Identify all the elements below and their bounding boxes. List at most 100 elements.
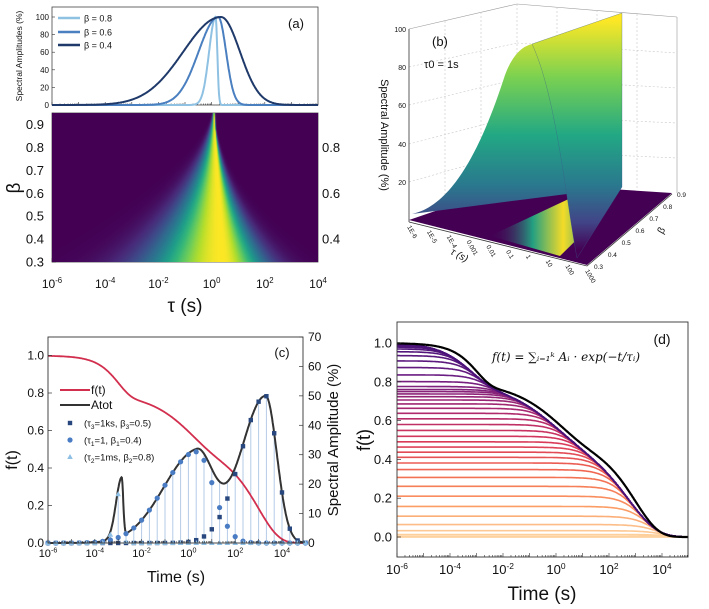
partial-sum-curve [396, 343, 689, 538]
tick-exponent: 2 [239, 547, 243, 555]
panel-c-ylabel: f(t) [4, 450, 21, 470]
square-marker [279, 490, 285, 495]
y-tick-label: 0.2 [27, 499, 44, 513]
square-marker [264, 394, 269, 399]
tick-exponent: 0 [193, 547, 197, 555]
panel-c-label: (c) [274, 345, 289, 360]
tau-tick-label: 1 [524, 254, 532, 261]
triangle-marker [154, 540, 160, 545]
tick-base: 10 [148, 277, 162, 291]
x-tick-label: 10-4 [95, 276, 116, 291]
tick-base: 10 [95, 277, 109, 291]
tick-base: 10 [652, 562, 666, 577]
tick-base: 10 [256, 277, 270, 291]
y-tick-label: 60 [40, 48, 49, 57]
label-subscript: 3 [91, 424, 95, 431]
circle-marker [170, 469, 176, 476]
square-marker [256, 399, 261, 404]
label-text: =1, β [95, 436, 117, 447]
triangle-marker [131, 540, 137, 545]
y-tick-label: 0.8 [374, 374, 392, 389]
tick-base: 10 [309, 277, 323, 291]
tau-tick-label: 10 [544, 259, 554, 269]
tick-base: 10 [599, 562, 613, 577]
circle-marker [224, 523, 230, 529]
right-beta-label: 0.4 [322, 232, 340, 247]
beta-tick-label: 0.3 [594, 264, 603, 271]
tick-exponent: -4 [108, 276, 116, 285]
tick-base: 10 [42, 277, 56, 291]
legend-label: β = 0.4 [84, 41, 112, 51]
tick-exponent: -4 [98, 547, 104, 555]
label-text: =1ks, β [95, 419, 127, 430]
circle-marker [201, 457, 207, 463]
partial-sum-curve [397, 343, 689, 538]
tau-tick-label: 1E-6 [405, 225, 418, 241]
y-tick-label: 0.2 [374, 491, 392, 506]
square-marker [225, 496, 230, 501]
panel-a-top-ylabel: Spectral Amplitudes (%) [14, 10, 24, 101]
z-tick-label: 20 [398, 180, 406, 187]
triangle-marker [287, 540, 293, 545]
square-marker [217, 514, 222, 520]
triangle-marker [115, 491, 121, 497]
panel-b-3d-surface: (b) τ0 = 1s Spectral Amplitude (%) τ (s)… [378, 3, 686, 285]
legend-label-atot: Atot [91, 398, 113, 412]
label-text: =1ms, β [95, 453, 130, 464]
tick-exponent: 4 [323, 276, 328, 285]
partial-sum-curve [397, 505, 689, 538]
x-tick-label: 10-4 [439, 561, 461, 577]
triangle-marker [146, 540, 153, 545]
label-text: =0.5) [129, 419, 151, 430]
circle-marker [217, 504, 223, 511]
x-tick-label: 104 [274, 547, 290, 560]
circle-marker [154, 495, 160, 501]
y-tick-label: 40 [40, 66, 49, 75]
partial-sum-curve [397, 462, 689, 538]
legend-label: β = 0.6 [84, 28, 112, 38]
panel-d-equation: f(t) = ∑ᵢ₌₁ᵏ Aᵢ · exp(−t/τᵢ) [491, 350, 640, 364]
triangle-marker [263, 540, 270, 545]
tick-exponent: 0 [216, 276, 221, 285]
y-tick-label: 0.6 [27, 424, 44, 438]
tick-exponent: -6 [55, 276, 62, 285]
panel-b-surface-falling-face [531, 12, 623, 259]
triangle-marker [53, 540, 59, 545]
heatmap-ylabel: β [4, 182, 25, 193]
square-marker [233, 471, 238, 477]
y2-tick-label: 70 [308, 330, 322, 344]
legend-marker-triangle [67, 454, 73, 459]
y-tick-label: 0.4 [27, 461, 44, 475]
partial-sum-curve [397, 535, 689, 538]
y2-tick-label: 20 [308, 477, 322, 491]
beta-tick-label: 0.6 [636, 228, 645, 235]
panel-a-xlabel: τ (s) [168, 296, 203, 317]
beta-tick-label: 0.4 [608, 252, 617, 259]
tick-base: 10 [546, 562, 560, 577]
right-beta-label: 0.6 [322, 186, 340, 201]
square-marker [287, 526, 292, 531]
x-tick-label: 100 [546, 561, 565, 577]
tick-exponent: -6 [51, 547, 57, 555]
tick-exponent: 0 [561, 561, 566, 571]
panel-c-y2label: Spectral Amplitude (%) [325, 364, 342, 517]
x-tick-label: 100 [180, 547, 196, 560]
label-text: (τ [84, 419, 91, 430]
tick-base: 10 [39, 548, 51, 560]
partial-sum-curve [397, 485, 689, 538]
y-tick-label: 0.8 [26, 140, 44, 155]
circle-marker [107, 537, 113, 543]
partial-sum-curve [397, 350, 689, 538]
legend-label: β = 0.8 [84, 14, 112, 24]
panel-b-label: (b) [432, 34, 448, 49]
series-line-beta-0.4 [52, 16, 318, 106]
y2-tick-label: 30 [308, 448, 322, 462]
y2-tick-label: 0 [308, 536, 315, 550]
label-subscript: 1 [91, 441, 95, 448]
y-tick-label: 100 [36, 13, 50, 22]
envelope-curve [397, 342, 689, 539]
tick-base: 10 [132, 548, 144, 560]
y-tick-label: 80 [40, 31, 49, 40]
panel-c-frame [47, 336, 304, 544]
legend-label-component: (τ3=1ks, β3=0.5) [84, 419, 151, 432]
